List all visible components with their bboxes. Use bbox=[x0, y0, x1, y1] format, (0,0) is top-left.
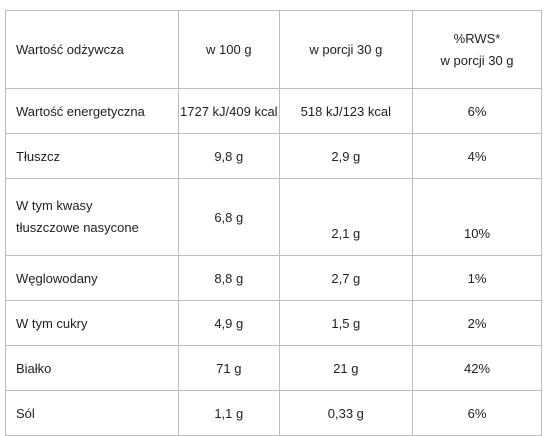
nutrient-name: Tłuszcz bbox=[5, 133, 179, 179]
value-per-portion: 0,33 g bbox=[278, 390, 414, 436]
table-header-row: Wartość odżywcza w 100 g w porcji 30 g %… bbox=[5, 10, 542, 89]
table-row: W tym kwasy tłuszczowe nasycone 6,8 g 2,… bbox=[5, 178, 542, 256]
header-per-portion: w porcji 30 g bbox=[278, 10, 414, 89]
value-rws: 6% bbox=[412, 390, 542, 436]
value-rws: 2% bbox=[412, 300, 542, 346]
nutrient-name: Węglowodany bbox=[5, 255, 179, 301]
table-row: Wartość energetyczna 1727 kJ/409 kcal 51… bbox=[5, 88, 542, 134]
value-per-portion: 2,7 g bbox=[278, 255, 414, 301]
nutrient-name: Wartość energetyczna bbox=[5, 88, 179, 134]
value-per-portion: 21 g bbox=[278, 345, 414, 391]
value-per-portion: 1,5 g bbox=[278, 300, 414, 346]
value-rws: 1% bbox=[412, 255, 542, 301]
nutrition-table: Wartość odżywcza w 100 g w porcji 30 g %… bbox=[5, 10, 542, 436]
value-rws: 10% bbox=[412, 178, 542, 256]
value-rws: 4% bbox=[412, 133, 542, 179]
nutrient-name-line1: W tym kwasy bbox=[16, 198, 93, 213]
value-per-100g: 4,9 g bbox=[177, 300, 280, 346]
header-nutrient: Wartość odżywcza bbox=[5, 10, 179, 89]
table-row: Węglowodany 8,8 g 2,7 g 1% bbox=[5, 255, 542, 301]
nutrient-name: W tym cukry bbox=[5, 300, 179, 346]
value-per-100g: 8,8 g bbox=[177, 255, 280, 301]
value-per-portion: 518 kJ/123 kcal bbox=[278, 88, 414, 134]
value-per-100g: 6,8 g bbox=[177, 178, 280, 256]
header-rws: %RWS* w porcji 30 g bbox=[412, 10, 542, 89]
value-rws: 6% bbox=[412, 88, 542, 134]
value-per-100g: 9,8 g bbox=[177, 133, 280, 179]
table-row: Sól 1,1 g 0,33 g 6% bbox=[5, 390, 542, 436]
value-per-100g: 71 g bbox=[177, 345, 280, 391]
header-rws-line1: %RWS* bbox=[453, 30, 501, 46]
header-per-100g: w 100 g bbox=[177, 10, 280, 89]
table-row: Tłuszcz 9,8 g 2,9 g 4% bbox=[5, 133, 542, 179]
nutrient-name-line2: tłuszczowe nasycone bbox=[16, 220, 139, 235]
table-row: W tym cukry 4,9 g 1,5 g 2% bbox=[5, 300, 542, 346]
value-per-portion: 2,9 g bbox=[278, 133, 414, 179]
value-per-portion: 2,1 g bbox=[278, 178, 414, 256]
nutrient-name: Sól bbox=[5, 390, 179, 436]
value-per-100g: 1,1 g bbox=[177, 390, 280, 436]
table-row: Białko 71 g 21 g 42% bbox=[5, 345, 542, 391]
header-rws-line2: w porcji 30 g bbox=[440, 52, 514, 68]
nutrient-name: W tym kwasy tłuszczowe nasycone bbox=[5, 178, 179, 256]
value-per-100g: 1727 kJ/409 kcal bbox=[177, 88, 280, 134]
nutrient-name: Białko bbox=[5, 345, 179, 391]
value-rws: 42% bbox=[412, 345, 542, 391]
